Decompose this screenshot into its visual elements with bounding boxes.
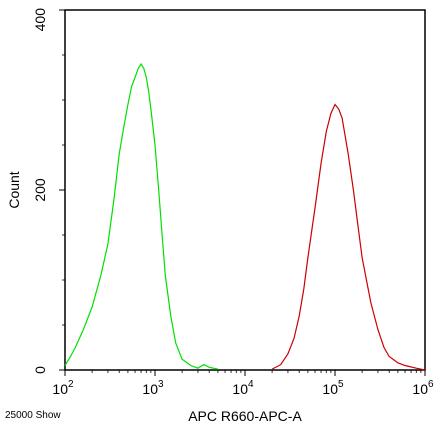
y-tick-label: 200 xyxy=(32,178,48,202)
series-line-1 xyxy=(64,62,219,370)
x-tick-label: 105 xyxy=(322,379,344,397)
x-tick-label: 104 xyxy=(232,379,254,397)
x-axis-title: APC R660-APC-A xyxy=(188,408,302,424)
x-tick-label: 106 xyxy=(412,379,434,397)
series-layer xyxy=(64,62,426,371)
x-tick-label: 103 xyxy=(142,379,164,397)
x-tick-label: 102 xyxy=(52,379,74,397)
y-tick-label: 400 xyxy=(32,8,48,32)
y-axis-ticks: 0 200 400 xyxy=(32,8,65,374)
series-line-2 xyxy=(271,103,426,371)
y-axis-title: Count xyxy=(6,171,22,208)
x-axis-ticks: 102 103 104 105 106 xyxy=(52,370,434,397)
y-tick-label: 0 xyxy=(32,366,48,374)
event-count-note: 25000 Show xyxy=(5,410,61,421)
